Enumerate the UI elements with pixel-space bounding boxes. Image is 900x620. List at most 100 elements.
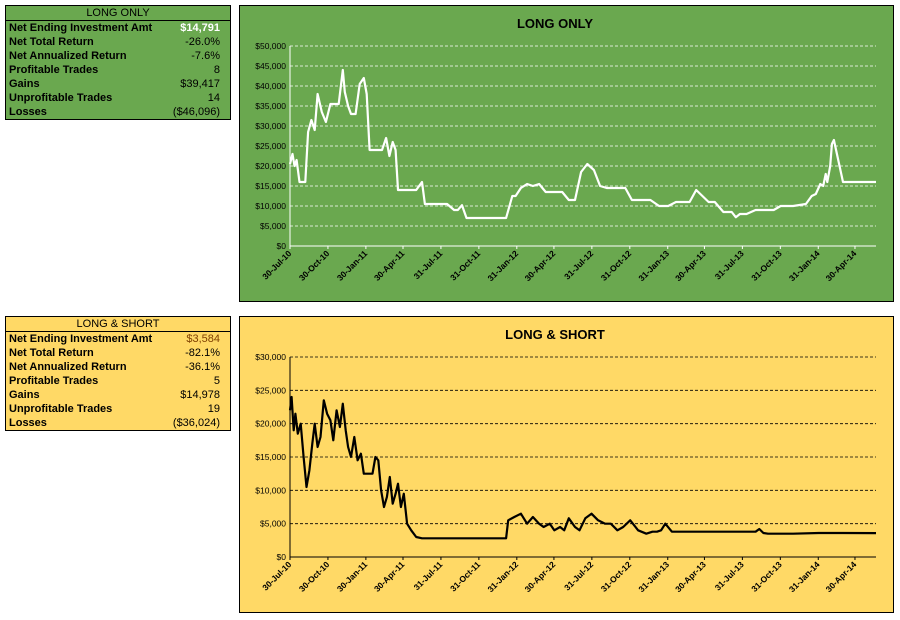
stats-value: 8 <box>213 64 220 76</box>
stats-value: -82.1% <box>185 347 220 359</box>
stats-value: 19 <box>207 403 220 415</box>
x-tick-label: 31-Jul-12 <box>562 559 595 592</box>
y-tick-label: $5,000 <box>260 519 286 529</box>
stats-label: Profitable Trades <box>9 64 99 76</box>
y-tick-label: $25,000 <box>255 385 286 395</box>
y-tick-label: $40,000 <box>255 81 286 91</box>
x-tick-label: 30-Jul-10 <box>260 559 293 592</box>
stats-row: Profitable Trades 5 <box>6 374 230 388</box>
x-tick-label: 30-Jan-11 <box>335 559 370 594</box>
stats-value: $39,417 <box>180 78 220 90</box>
stats-value: -7.6% <box>191 50 220 62</box>
stats-value: ($36,024) <box>172 417 220 429</box>
x-tick-label: 30-Oct-10 <box>297 248 332 283</box>
y-tick-label: $50,000 <box>255 41 286 51</box>
x-tick-label: 30-Jul-10 <box>260 248 293 281</box>
y-tick-label: $10,000 <box>255 201 286 211</box>
stats-label: Net Annualized Return <box>9 361 127 373</box>
x-tick-label: 31-Oct-11 <box>448 559 482 593</box>
x-tick-label: 30-Apr-12 <box>523 559 558 594</box>
x-tick-label: 31-Jan-13 <box>636 248 671 283</box>
x-tick-label: 30-Apr-13 <box>673 248 708 283</box>
long-short-chart: LONG & SHORT $0 $5,000 $10,000 $15,000 $20,00… <box>239 316 894 613</box>
x-tick-label: 31-Jul-11 <box>412 248 445 281</box>
stats-value: $14,791 <box>180 22 220 34</box>
stats-value: 5 <box>213 375 220 387</box>
stats-value: -26.0% <box>185 36 220 48</box>
x-tick-label: 31-Jan-14 <box>787 559 822 594</box>
y-tick-label: $15,000 <box>255 452 286 462</box>
long-only-chart: LONG ONLY $0 $5,000 $10,000 $15,000 $20,000 $2… <box>239 5 894 302</box>
x-tick-label: 31-Jan-12 <box>485 248 520 283</box>
stats-row: Losses ($36,024) <box>6 416 230 430</box>
stats-row: Net Ending Investment Amt $3,584 <box>6 332 230 346</box>
stats-label: Gains <box>9 389 40 401</box>
y-tick-label: $30,000 <box>255 352 286 362</box>
stats-row: Net Annualized Return -36.1% <box>6 360 230 374</box>
y-tick-label: $20,000 <box>255 419 286 429</box>
stats-label: Net Ending Investment Amt <box>9 22 153 34</box>
stats-value: $14,978 <box>180 389 220 401</box>
long-only-stats-table: LONG ONLY Net Ending Investment Amt $14,7… <box>5 5 231 120</box>
stats-row: Gains $14,978 <box>6 388 230 402</box>
stats-label: Net Annualized Return <box>9 50 127 62</box>
y-tick-label: $0 <box>277 552 287 562</box>
x-tick-label: 31-Oct-13 <box>749 559 784 594</box>
x-tick-label: 31-Jul-13 <box>713 559 746 592</box>
long-only-chart-svg: LONG ONLY $0 $5,000 $10,000 $15,000 $20,000 $2… <box>255 16 876 283</box>
y-tick-label: $10,000 <box>255 485 286 495</box>
y-tick-label: $30,000 <box>255 121 286 131</box>
long-short-chart-svg: LONG & SHORT $0 $5,000 $10,000 $15,000 $20,00… <box>255 327 877 594</box>
stats-value: -36.1% <box>185 361 220 373</box>
stats-label: Losses <box>9 106 47 118</box>
x-tick-label: 30-Apr-12 <box>523 248 558 283</box>
series-line <box>288 395 877 540</box>
x-tick-label: 31-Jan-13 <box>636 559 671 594</box>
stats-value: ($46,096) <box>172 106 220 118</box>
y-tick-label: $45,000 <box>255 61 286 71</box>
x-tick-label: 31-Oct-13 <box>749 248 784 283</box>
x-tick-label: 31-Jan-12 <box>485 559 520 594</box>
stats-row: Unprofitable Trades 14 <box>6 91 230 105</box>
stats-row: Gains $39,417 <box>6 77 230 91</box>
stats-table-title: LONG & SHORT <box>6 317 230 332</box>
x-tick-label: 30-Apr-14 <box>824 248 859 283</box>
stats-label: Unprofitable Trades <box>9 403 113 415</box>
stats-row: Losses ($46,096) <box>6 105 230 119</box>
series-line <box>288 68 876 220</box>
chart-title: LONG ONLY <box>517 16 593 31</box>
stats-label: Net Total Return <box>9 347 94 359</box>
x-tick-label: 31-Jul-13 <box>713 248 746 281</box>
y-tick-label: $5,000 <box>260 221 286 231</box>
stats-row: Net Annualized Return -7.6% <box>6 49 230 63</box>
stats-label: Profitable Trades <box>9 375 99 387</box>
x-tick-label: 30-Apr-11 <box>372 248 407 283</box>
x-tick-label: 30-Oct-10 <box>297 559 332 594</box>
y-tick-label: $0 <box>277 241 287 251</box>
x-tick-label: 30-Apr-14 <box>824 559 859 594</box>
stats-label: Net Ending Investment Amt <box>9 333 153 345</box>
y-tick-label: $20,000 <box>255 161 286 171</box>
stats-table-title: LONG ONLY <box>6 6 230 21</box>
stats-label: Gains <box>9 78 40 90</box>
x-tick-label: 31-Jul-12 <box>562 248 595 281</box>
stats-row: Net Total Return -26.0% <box>6 35 230 49</box>
y-tick-label: $35,000 <box>255 101 286 111</box>
stats-value: $3,584 <box>186 333 220 345</box>
chart-title: LONG & SHORT <box>505 327 605 342</box>
x-tick-label: 31-Oct-12 <box>599 559 634 594</box>
x-tick-label: 30-Apr-11 <box>372 559 407 594</box>
stats-label: Unprofitable Trades <box>9 92 113 104</box>
stats-label: Net Total Return <box>9 36 94 48</box>
x-tick-label: 31-Oct-12 <box>599 248 634 283</box>
stats-label: Losses <box>9 417 47 429</box>
x-tick-label: 30-Apr-13 <box>673 559 708 594</box>
x-tick-label: 31-Jul-11 <box>412 559 445 592</box>
long-short-stats-table: LONG & SHORT Net Ending Investment Amt $3… <box>5 316 231 431</box>
x-tick-label: 31-Jan-14 <box>787 248 822 283</box>
y-tick-label: $25,000 <box>255 141 286 151</box>
stats-row: Net Total Return -82.1% <box>6 346 230 360</box>
stats-row: Profitable Trades 8 <box>6 63 230 77</box>
x-tick-label: 31-Oct-11 <box>448 248 482 282</box>
y-tick-label: $15,000 <box>255 181 286 191</box>
